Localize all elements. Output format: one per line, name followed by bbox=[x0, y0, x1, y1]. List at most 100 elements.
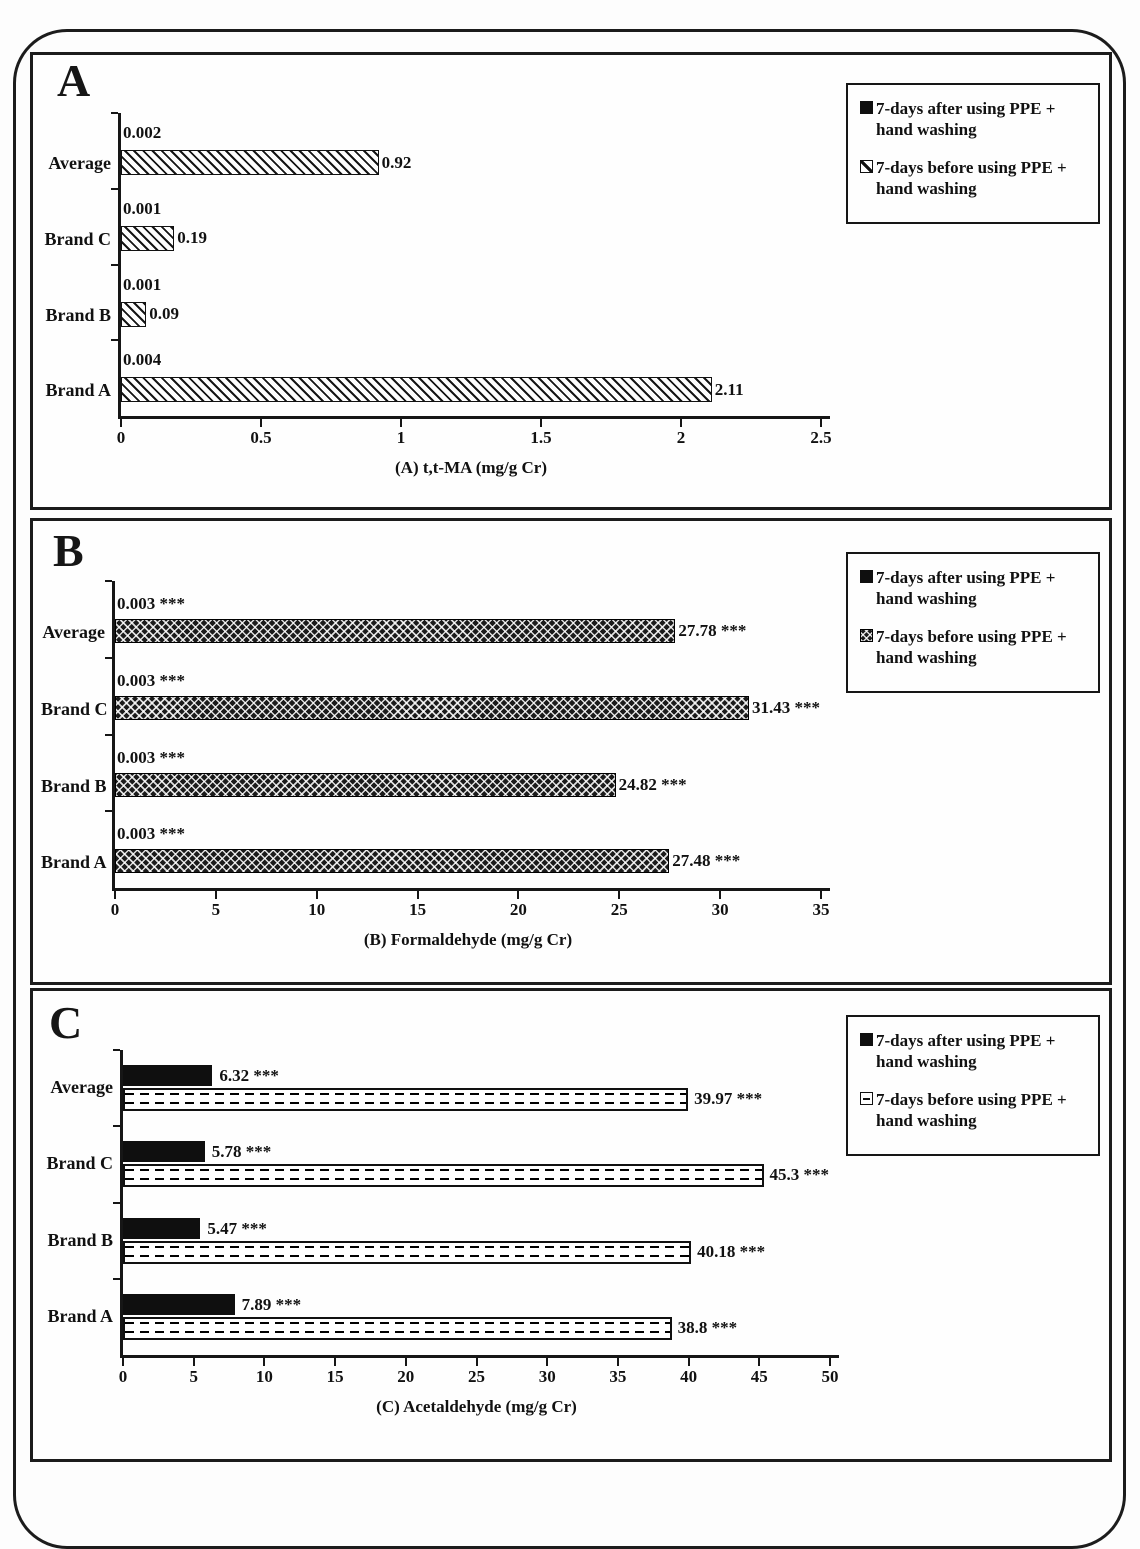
value-label-after-average: 0.002 bbox=[123, 123, 162, 142]
x-axis-tick bbox=[546, 1355, 549, 1366]
x-tick-label-25: 25 bbox=[468, 1367, 485, 1386]
x-axis-c bbox=[120, 1355, 839, 1358]
y-axis-tick bbox=[113, 1049, 120, 1051]
category-label-brand-c: Brand C bbox=[41, 698, 108, 719]
y-axis-tick bbox=[113, 1277, 120, 1280]
x-tick-label-35: 35 bbox=[812, 900, 830, 919]
x-axis-tick bbox=[540, 416, 542, 427]
bar-before-average bbox=[121, 150, 379, 175]
panel-c: C 7-days after using PPE + hand washing 7-… bbox=[30, 988, 1112, 1462]
legend-swatch-dashed-rows-icon bbox=[860, 1092, 873, 1105]
category-label-brand-b: Brand B bbox=[45, 304, 111, 325]
y-axis-tick bbox=[111, 112, 118, 114]
x-axis-tick bbox=[192, 1355, 195, 1366]
x-axis-tick bbox=[334, 1355, 337, 1366]
x-tick-label-0: 0 bbox=[118, 1367, 128, 1386]
category-label-brand-c: Brand C bbox=[44, 228, 111, 249]
category-label-brand-a: Brand A bbox=[41, 852, 107, 873]
x-tick-label-15: 15 bbox=[409, 900, 427, 919]
x-tick-label-1-5: 1.5 bbox=[530, 428, 552, 447]
legend-swatch-solid-black-icon bbox=[860, 1033, 873, 1046]
x-axis-tick bbox=[687, 1355, 690, 1366]
value-label-before-average: 27.78 *** bbox=[678, 621, 747, 640]
legend-swatch-cross-hatch-icon bbox=[860, 629, 873, 642]
value-label-before-brand-b: 40.18 *** bbox=[697, 1241, 766, 1261]
x-axis-tick bbox=[404, 1355, 407, 1366]
value-label-after-brand-b: 0.003 *** bbox=[117, 747, 185, 767]
category-label-brand-c: Brand C bbox=[46, 1153, 113, 1174]
category-label-brand-a: Brand A bbox=[45, 380, 111, 401]
x-tick-label-5: 5 bbox=[211, 900, 221, 919]
x-axis-tick bbox=[829, 1355, 831, 1366]
bar-before-average bbox=[115, 619, 676, 643]
legend-entry-after: 7-days after using PPE + hand washing bbox=[860, 98, 1090, 140]
x-tick-label-2: 2 bbox=[676, 428, 686, 447]
bar-before-brand-b bbox=[123, 1240, 692, 1264]
legend-label-after: 7-days after using PPE + hand washing bbox=[876, 99, 1056, 139]
legend-entry-before: 7-days before using PPE + hand washing bbox=[860, 157, 1090, 199]
category-label-average: Average bbox=[50, 1077, 113, 1097]
value-label-before-brand-a: 27.48 *** bbox=[672, 851, 741, 871]
value-label-after-brand-b: 5.47 *** bbox=[207, 1218, 267, 1238]
x-tick-label-5: 5 bbox=[189, 1367, 198, 1386]
bar-before-brand-a bbox=[121, 377, 712, 403]
x-tick-label-20: 20 bbox=[397, 1367, 415, 1386]
figure-page: { "figure": { "panels": [ { "letter": "A… bbox=[13, 29, 1126, 1549]
x-axis-tick bbox=[719, 888, 722, 899]
panel-a: A 7-days after using PPE + hand washing 7-… bbox=[30, 52, 1112, 510]
x-axis-tick bbox=[263, 1355, 266, 1366]
x-tick-label-35: 35 bbox=[609, 1367, 627, 1386]
legend-swatch-diagonal-hatch-icon bbox=[860, 160, 873, 173]
y-axis-b bbox=[112, 581, 115, 891]
x-tick-label-1: 1 bbox=[396, 428, 406, 447]
x-axis-title-a: (A) t,t-MA (mg/g Cr) bbox=[395, 458, 547, 477]
legend-label-before: 7-days before using PPE + hand washing bbox=[876, 1090, 1067, 1130]
value-label-after-brand-a: 0.003 *** bbox=[117, 824, 185, 844]
y-axis-tick bbox=[111, 263, 118, 266]
bar-before-brand-c bbox=[123, 1164, 764, 1188]
x-axis-tick bbox=[820, 416, 822, 427]
panel-letter-a: A bbox=[57, 55, 91, 106]
x-axis-tick bbox=[114, 888, 116, 899]
value-label-before-brand-c: 0.19 bbox=[177, 228, 207, 248]
panel-b: B 7-days after using PPE + hand washing 7-… bbox=[30, 518, 1112, 985]
panel-letter-b: B bbox=[53, 525, 84, 576]
value-label-before-brand-c: 31.43 *** bbox=[751, 697, 820, 717]
x-tick-label-50: 50 bbox=[821, 1367, 839, 1386]
x-tick-label-0: 0 bbox=[116, 428, 126, 447]
x-axis-tick bbox=[680, 416, 682, 427]
value-label-before-brand-c: 45.3 *** bbox=[769, 1165, 830, 1185]
x-tick-label-10: 10 bbox=[255, 1367, 273, 1386]
bar-before-brand-a bbox=[115, 849, 670, 874]
x-tick-label-10: 10 bbox=[308, 900, 326, 919]
x-axis-tick bbox=[517, 888, 520, 899]
legend-label-after: 7-days after using PPE + hand washing bbox=[876, 1031, 1056, 1071]
category-label-average: Average bbox=[48, 153, 111, 173]
value-label-after-brand-b: 0.001 bbox=[123, 274, 162, 294]
bar-after-brand-a bbox=[123, 1293, 235, 1315]
x-axis-tick bbox=[214, 888, 217, 899]
x-tick-label-45: 45 bbox=[750, 1367, 768, 1386]
x-tick-label-40: 40 bbox=[680, 1367, 698, 1386]
value-label-before-average: 0.92 bbox=[381, 152, 412, 172]
legend-b: 7-days after using PPE + hand washing 7-d… bbox=[846, 552, 1100, 693]
legend-label-before: 7-days before using PPE + hand washing bbox=[876, 158, 1067, 198]
legend-label-after: 7-days after using PPE + hand washing bbox=[876, 568, 1056, 608]
x-axis-tick bbox=[260, 416, 262, 427]
bar-before-brand-c bbox=[121, 225, 175, 251]
legend-entry-before: 7-days before using PPE + hand washing bbox=[860, 1089, 1090, 1131]
x-tick-label-0: 0 bbox=[110, 900, 120, 919]
x-tick-label-2-5: 2.5 bbox=[810, 428, 832, 447]
legend-entry-after: 7-days after using PPE + hand washing bbox=[860, 1030, 1090, 1072]
bar-before-average bbox=[123, 1088, 689, 1111]
value-label-before-brand-b: 0.09 bbox=[149, 304, 179, 323]
value-label-after-average: 0.003 *** bbox=[117, 594, 185, 613]
bar-before-brand-b bbox=[115, 772, 616, 797]
bar-after-brand-b bbox=[123, 1217, 201, 1239]
x-tick-label-20: 20 bbox=[509, 900, 527, 919]
value-label-after-brand-a: 0.004 bbox=[123, 350, 162, 370]
value-label-after-brand-c: 0.001 bbox=[123, 198, 162, 218]
y-axis-tick bbox=[113, 1201, 120, 1204]
y-axis-tick bbox=[111, 339, 118, 342]
x-tick-label-30: 30 bbox=[538, 1367, 556, 1386]
